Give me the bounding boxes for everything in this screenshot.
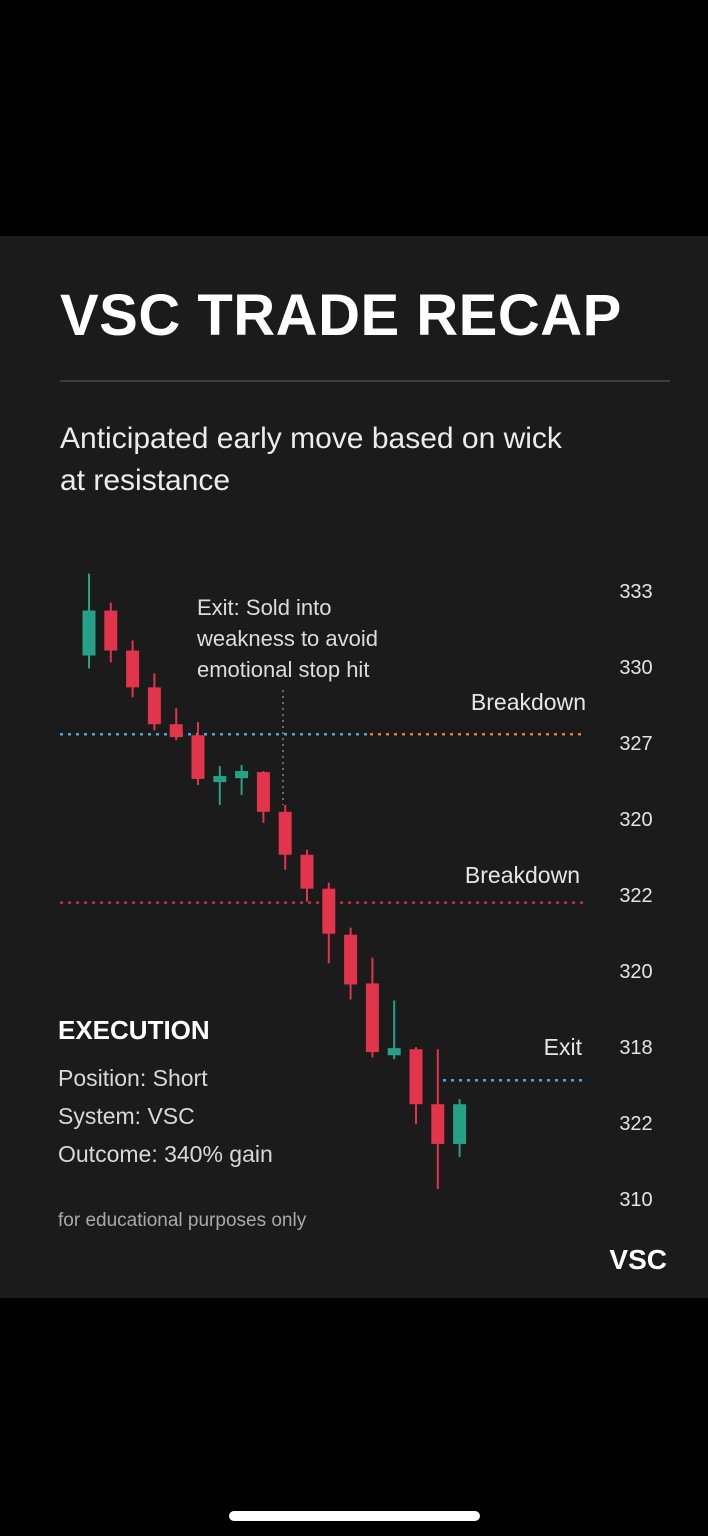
candle-body [82, 610, 96, 656]
candle-body [344, 934, 358, 985]
price-label: 327 [619, 733, 652, 755]
price-label: 333 [619, 581, 652, 603]
recap-panel [0, 236, 708, 1298]
execution-line: System: VSC [58, 1103, 195, 1129]
title: VSC TRADE RECAP [60, 283, 622, 348]
home-indicator [229, 1511, 480, 1521]
price-label: 322 [619, 885, 652, 907]
annotation: Breakdown [464, 862, 580, 888]
candle-body [431, 1104, 445, 1144]
price-label: 320 [619, 809, 652, 831]
brand: VSC [609, 1244, 667, 1275]
execution-heading: EXECUTION [58, 1015, 210, 1045]
price-label: 320 [619, 961, 652, 983]
price-label: 310 [619, 1189, 652, 1211]
candle-body [322, 888, 336, 934]
candle-body [191, 735, 205, 779]
candle-body [147, 687, 161, 725]
candle-body [169, 724, 183, 738]
candle-body [453, 1104, 467, 1144]
candle-body [300, 854, 314, 889]
annotation: Exit [543, 1034, 582, 1060]
annotation: Breakdown [470, 689, 586, 715]
candle-body [126, 650, 140, 688]
disclaimer: for educational purposes only [58, 1210, 307, 1231]
candle-body [278, 811, 292, 855]
candle-body [387, 1048, 401, 1056]
price-label: 322 [619, 1113, 652, 1135]
price-label: 330 [619, 657, 652, 679]
candle-body [409, 1049, 423, 1105]
candle-body [104, 610, 118, 651]
candle-body [365, 983, 379, 1053]
price-label: 318 [619, 1037, 652, 1059]
candle-body [213, 776, 227, 783]
execution-line: Outcome: 340% gain [58, 1141, 273, 1167]
candle-body [235, 771, 249, 779]
execution-line: Position: Short [58, 1065, 208, 1091]
annotation: Exit: Sold into weakness to avoid emotio… [197, 595, 378, 682]
subtitle: Anticipated early move based on wick at … [60, 422, 562, 497]
candle-body [256, 772, 270, 812]
